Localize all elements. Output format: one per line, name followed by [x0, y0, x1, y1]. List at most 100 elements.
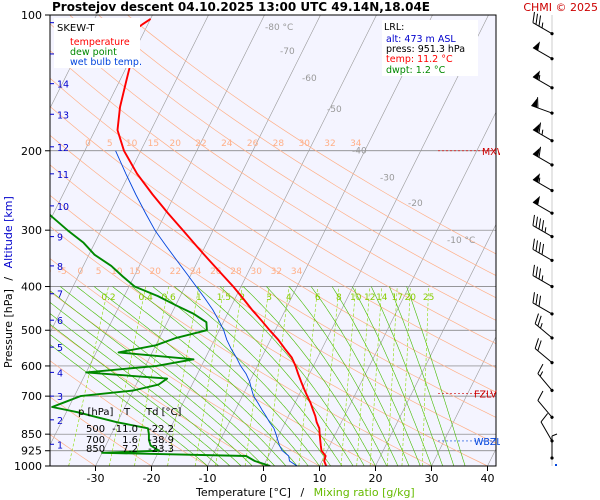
wind-barb-dot	[550, 284, 554, 289]
lrl-dwpt: dwpt: 1.2 °C	[386, 65, 446, 76]
mixing-ratio-label: 14	[376, 293, 388, 303]
dry-adiabat-line	[50, 23, 496, 321]
dry-adiabat-label: 22	[170, 267, 181, 277]
wind-barb	[532, 122, 554, 143]
background-labels: 0.2 0.4 0.6 1 1.5 2 3 4 6 8 10 12 14 17 20 250 5 10 15 20 22…	[50, 23, 475, 303]
dry-adiabat-label: 24	[190, 267, 202, 277]
wetbulb-line	[115, 150, 298, 466]
wind-barb-full	[537, 315, 542, 327]
dry-adiabat-label: 5	[96, 267, 102, 277]
mixing-ratio-line	[244, 286, 270, 466]
wind-barb-staff	[532, 225, 553, 238]
table-row-850-t: 7.2	[122, 444, 138, 455]
chart-title: Prostejov descent 04.10.2025 13:00 UTC 4…	[52, 0, 430, 14]
dry-adiabat-label: 0	[85, 139, 91, 149]
plot-frame	[49, 14, 497, 467]
y-tick-label: 500	[21, 324, 42, 337]
wind-barb-staff	[532, 47, 553, 60]
wind-barb-full	[535, 293, 539, 305]
moist-adiabat-line	[50, 323, 231, 466]
legend-dewpoint: dew point	[70, 47, 117, 58]
isotherm-label: -30	[380, 174, 395, 184]
x-tick-label: 30	[425, 472, 439, 485]
x-tick-label: -20	[143, 472, 161, 485]
dry-adiabat-label: 30	[250, 267, 262, 277]
x-tick-label: 10	[313, 472, 327, 485]
isotherm-label: -10 °C	[447, 236, 475, 246]
moist-adiabat-line	[60, 286, 275, 466]
mixing-ratio-label: 3	[266, 293, 272, 303]
wind-barb-full	[532, 11, 535, 23]
wind-barb-half	[538, 177, 541, 184]
y-tick-label: 700	[21, 390, 42, 403]
mixing-ratio-label: 20	[405, 293, 417, 303]
y-axis-title-pressure: Pressure [hPa]	[2, 289, 15, 368]
wind-barb-dot	[550, 86, 554, 90]
dry-adiabat-line	[50, 164, 496, 444]
fzlv-label: FZLV	[474, 389, 497, 400]
wind-barb	[532, 146, 554, 167]
wind-barb-pennant	[532, 70, 541, 80]
y-tick-label: 200	[21, 145, 42, 158]
isotherm-line	[319, 111, 496, 466]
moist-adiabat-line	[351, 286, 432, 466]
wind-barb-pennant	[532, 41, 541, 51]
dry-adiabat-label: 26	[210, 267, 222, 277]
dry-adiabat-label: 15	[148, 139, 159, 149]
wind-barb	[531, 97, 554, 115]
y-tick-label: 300	[21, 224, 42, 237]
table-row-700-td: -38.9	[148, 435, 174, 446]
wind-barb-full	[532, 214, 535, 226]
wind-barb-staff	[532, 302, 553, 315]
wind-barb-dot	[550, 32, 554, 36]
wind-barb-full	[537, 340, 542, 351]
wind-barb-half	[541, 129, 544, 136]
altitude-tick-label: 11	[57, 170, 69, 181]
wind-barb-dot	[550, 188, 554, 193]
moist-adiabat-line	[50, 334, 219, 466]
isotherm-line	[207, 15, 433, 466]
dry-adiabat-label: 5	[107, 139, 113, 149]
wind-barb-pennant	[532, 173, 541, 183]
wind-barb-full	[535, 240, 539, 252]
dry-adiabat-label: 30	[298, 139, 310, 149]
mixing-ratio-label: 8	[336, 293, 342, 303]
dry-adiabat-line	[50, 258, 377, 466]
wind-barb-full	[538, 15, 542, 27]
dry-adiabat-label: 28	[273, 139, 285, 149]
wind-barb-full	[538, 122, 542, 134]
dry-adiabat-label: 10	[126, 139, 138, 149]
mixing-ratio-label: 4	[286, 293, 292, 303]
mixing-ratio-label: 0.2	[101, 293, 115, 303]
dry-adiabat-label: 0	[78, 267, 84, 277]
wind-barb-staff	[534, 323, 553, 339]
x-axis-title-temp: Temperature [°C]	[195, 486, 291, 499]
dry-adiabat-label: -5	[58, 267, 67, 277]
legend-temperature: temperature	[70, 37, 130, 48]
lrl-temp: temp: 11.2 °C	[386, 54, 453, 65]
dry-adiabat-label: 34	[350, 139, 362, 149]
isotherm-label: -60	[302, 74, 317, 84]
mixing-ratio-line	[266, 286, 290, 466]
wind-barb-half	[541, 22, 544, 28]
wind-barb	[532, 195, 554, 215]
wind-barb-half	[544, 227, 547, 233]
moist-adiabat-line	[50, 301, 253, 466]
dry-adiabat-line	[50, 134, 496, 418]
dry-adiabat-label: 32	[271, 267, 282, 277]
mixing-ratio-label: 0.4	[139, 293, 154, 303]
wind-barb-full	[538, 295, 542, 307]
altitude-tick-label: 6	[57, 316, 63, 327]
table-row-850-p: 850	[86, 444, 105, 455]
levels-table: p [hPa] T Td [°C] 500 -11.0 -22.2 700 1.…	[78, 407, 182, 455]
mixing-ratio-line	[194, 286, 225, 466]
mixing-ratio-line	[68, 286, 109, 466]
wbzl-label: WBZL	[474, 437, 502, 448]
moist-adiabat-line	[406, 286, 466, 466]
legend-box	[54, 18, 140, 68]
table-row-500-t: -11.0	[112, 424, 138, 435]
wind-barb	[532, 173, 554, 193]
dewpoint-line	[50, 213, 271, 466]
plot-background	[50, 15, 496, 466]
